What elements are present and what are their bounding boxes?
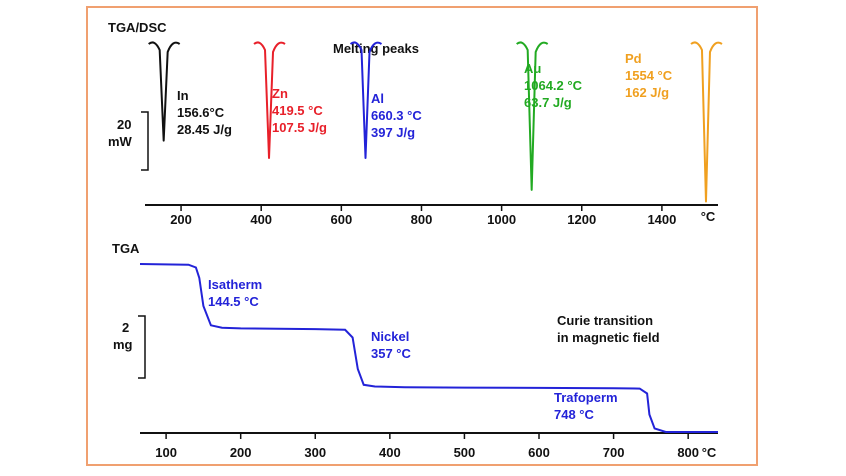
peak-label-pd: Pd 1554 °C 162 J/g [625, 51, 673, 100]
tga-label-trafoperm-line1: Trafoperm [554, 390, 618, 405]
curie-annotation-line2: in magnetic field [557, 330, 660, 345]
tga-series-line [139, 263, 718, 433]
peak-label-al-enthalpy: 397 J/g [371, 125, 415, 140]
tga-scale-value: 2 [122, 320, 129, 335]
dsc-tick-group: 200 400 600 800 1000 1200 1400 [170, 205, 676, 227]
dsc-tick-label-400: 400 [250, 212, 272, 227]
peak-label-in: In 156.6°C 28.45 J/g [177, 88, 232, 137]
peak-label-al-temp: 660.3 °C [371, 108, 422, 123]
peak-label-au-temp: 1064.2 °C [524, 78, 583, 93]
figure-frame [86, 6, 758, 466]
dsc-scale-unit: mW [108, 134, 133, 149]
dsc-peak-al [349, 41, 383, 159]
panel-label-dsc: TGA/DSC [108, 20, 167, 35]
tga-tick-label-800: 800 [677, 445, 699, 460]
peak-label-zn-metal: Zn [272, 86, 288, 101]
dsc-x-unit: °C [701, 209, 716, 224]
dsc-scale-bar [141, 111, 149, 171]
tga-tick-label-600: 600 [528, 445, 550, 460]
tga-tick-label-500: 500 [454, 445, 476, 460]
tga-scale-unit: mg [113, 337, 133, 352]
peak-label-zn-temp: 419.5 °C [272, 103, 323, 118]
tga-label-nickel-line2: 357 °C [371, 346, 412, 361]
dsc-tick-label-1400: 1400 [647, 212, 676, 227]
tga-label-isatherm-line1: Isatherm [208, 277, 262, 292]
panel-label-tga: TGA [112, 241, 140, 256]
peak-label-in-enthalpy: 28.45 J/g [177, 122, 232, 137]
peak-label-in-metal: In [177, 88, 189, 103]
peak-label-al: Al 660.3 °C 397 J/g [371, 91, 422, 140]
dsc-tick-label-800: 800 [411, 212, 433, 227]
peak-label-zn: Zn 419.5 °C 107.5 J/g [272, 86, 327, 135]
peak-label-au-metal: Au [524, 61, 541, 76]
tga-tick-label-700: 700 [603, 445, 625, 460]
dsc-tick-label-1000: 1000 [487, 212, 516, 227]
peak-label-in-temp: 156.6°C [177, 105, 225, 120]
dsc-peak-zn [253, 41, 286, 159]
peak-label-au-enthalpy: 63.7 J/g [524, 95, 572, 110]
dsc-peak-au [516, 41, 549, 191]
tga-tick-label-400: 400 [379, 445, 401, 460]
dsc-tick-label-600: 600 [330, 212, 352, 227]
tga-tick-group: 100 200 300 400 500 600 700 800 [155, 433, 699, 460]
tga-label-isatherm: Isatherm 144.5 °C [208, 277, 262, 309]
tga-scale-bar [138, 315, 146, 379]
dsc-scale-value: 20 [117, 117, 131, 132]
dsc-tick-label-1200: 1200 [567, 212, 596, 227]
tga-x-unit: °C [702, 445, 717, 460]
tga-label-trafoperm-line2: 748 °C [554, 407, 595, 422]
tga-tick-label-200: 200 [230, 445, 252, 460]
peak-label-pd-temp: 1554 °C [625, 68, 673, 83]
curie-annotation: Curie transition in magnetic field [557, 313, 660, 345]
peak-label-pd-enthalpy: 162 J/g [625, 85, 669, 100]
tga-label-isatherm-line2: 144.5 °C [208, 294, 259, 309]
tga-label-trafoperm: Trafoperm 748 °C [554, 390, 618, 422]
peak-label-au: Au 1064.2 °C 63.7 J/g [524, 61, 583, 110]
dsc-peak-in [148, 41, 181, 142]
peak-label-al-metal: Al [371, 91, 384, 106]
chart-title: Melting peaks [333, 41, 419, 56]
tga-tick-label-100: 100 [155, 445, 177, 460]
dsc-tick-label-200: 200 [170, 212, 192, 227]
tga-label-nickel-line1: Nickel [371, 329, 409, 344]
tga-tick-label-300: 300 [304, 445, 326, 460]
curie-annotation-line1: Curie transition [557, 313, 653, 328]
dsc-peaks-group [148, 41, 723, 203]
dsc-peak-pd [690, 41, 723, 203]
tga-label-nickel: Nickel 357 °C [371, 329, 412, 361]
peak-label-pd-metal: Pd [625, 51, 642, 66]
peak-label-zn-enthalpy: 107.5 J/g [272, 120, 327, 135]
